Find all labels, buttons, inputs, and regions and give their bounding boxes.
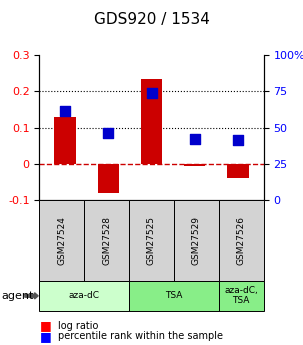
Text: ■: ■ — [39, 330, 51, 343]
Text: aza-dC: aza-dC — [69, 291, 100, 300]
Bar — [141, 79, 162, 164]
Point — [149, 90, 154, 96]
Text: GDS920 / 1534: GDS920 / 1534 — [94, 12, 209, 27]
Text: ■: ■ — [39, 319, 51, 333]
Text: GSM27528: GSM27528 — [102, 216, 111, 265]
Text: GSM27524: GSM27524 — [57, 216, 66, 265]
Text: GSM27526: GSM27526 — [237, 216, 246, 265]
Text: percentile rank within the sample: percentile rank within the sample — [58, 332, 223, 341]
Bar — [227, 164, 248, 178]
Bar — [55, 117, 76, 164]
Bar — [98, 164, 119, 193]
Text: GSM27529: GSM27529 — [192, 216, 201, 265]
Point — [63, 109, 68, 114]
Text: log ratio: log ratio — [58, 321, 98, 331]
Point — [235, 138, 240, 143]
Point — [106, 130, 111, 136]
Text: aza-dC,
TSA: aza-dC, TSA — [224, 286, 258, 305]
Text: TSA: TSA — [165, 291, 183, 300]
Text: GSM27525: GSM27525 — [147, 216, 156, 265]
Bar — [184, 164, 205, 166]
Point — [192, 136, 197, 141]
Text: agent: agent — [2, 291, 34, 301]
